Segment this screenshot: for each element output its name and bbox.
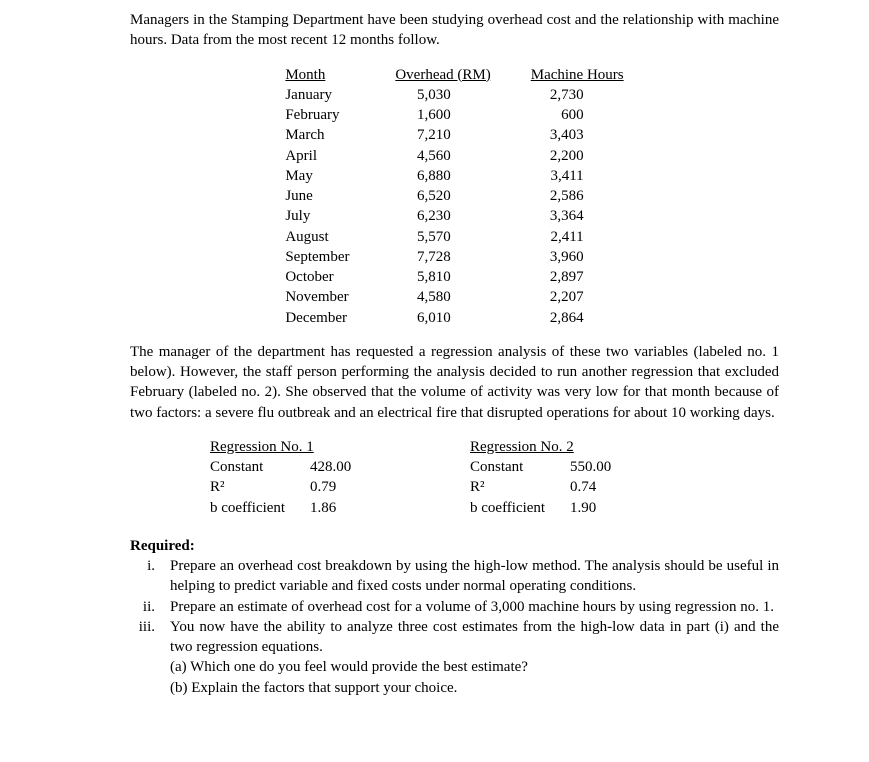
cell-month: May bbox=[265, 166, 375, 186]
cell-overhead: 5,810 bbox=[375, 267, 510, 287]
reg1-r2-value: 0.79 bbox=[310, 477, 370, 497]
reg1-b-value: 1.86 bbox=[310, 498, 370, 518]
regression-1: Regression No. 1 Constant 428.00 R² 0.79… bbox=[210, 437, 410, 518]
cell-hours: 2,864 bbox=[511, 308, 644, 328]
header-month: Month bbox=[265, 65, 375, 85]
table-row: November4,5802,207 bbox=[265, 287, 643, 307]
req-ii-marker: ii. bbox=[130, 597, 170, 617]
cell-hours: 600 bbox=[511, 105, 644, 125]
cell-overhead: 6,880 bbox=[375, 166, 510, 186]
cell-hours: 2,586 bbox=[511, 186, 644, 206]
req-ii-text: Prepare an estimate of overhead cost for… bbox=[170, 597, 779, 617]
cell-overhead: 7,728 bbox=[375, 247, 510, 267]
cell-overhead: 6,010 bbox=[375, 308, 510, 328]
cell-month: April bbox=[265, 146, 375, 166]
req-iii-a: (a) Which one do you feel would provide … bbox=[170, 659, 528, 675]
cell-hours: 3,960 bbox=[511, 247, 644, 267]
reg2-title: Regression No. 2 bbox=[470, 437, 670, 457]
cell-hours: 2,897 bbox=[511, 267, 644, 287]
cell-month: October bbox=[265, 267, 375, 287]
cell-month: February bbox=[265, 105, 375, 125]
req-iii-marker: iii. bbox=[130, 617, 170, 698]
cell-hours: 2,411 bbox=[511, 227, 644, 247]
table-row: February1,600600 bbox=[265, 105, 643, 125]
req-i-text: Prepare an overhead cost breakdown by us… bbox=[170, 556, 779, 597]
req-item-ii: ii. Prepare an estimate of overhead cost… bbox=[130, 597, 779, 617]
reg1-constant-value: 428.00 bbox=[310, 457, 370, 477]
req-iii-b: (b) Explain the factors that support you… bbox=[170, 680, 457, 696]
cell-overhead: 1,600 bbox=[375, 105, 510, 125]
table-row: January5,0302,730 bbox=[265, 85, 643, 105]
regression-section: Regression No. 1 Constant 428.00 R² 0.79… bbox=[210, 437, 779, 518]
reg1-title: Regression No. 1 bbox=[210, 437, 410, 457]
table-row: July6,2303,364 bbox=[265, 206, 643, 226]
reg1-constant-label: Constant bbox=[210, 457, 310, 477]
regression-2: Regression No. 2 Constant 550.00 R² 0.74… bbox=[470, 437, 670, 518]
cell-overhead: 6,230 bbox=[375, 206, 510, 226]
cell-hours: 2,730 bbox=[511, 85, 644, 105]
cell-month: January bbox=[265, 85, 375, 105]
req-item-i: i. Prepare an overhead cost breakdown by… bbox=[130, 556, 779, 597]
cell-month: August bbox=[265, 227, 375, 247]
cell-month: June bbox=[265, 186, 375, 206]
cell-month: November bbox=[265, 287, 375, 307]
cell-month: July bbox=[265, 206, 375, 226]
explanation-paragraph: The manager of the department has reques… bbox=[130, 342, 779, 423]
table-row: May6,8803,411 bbox=[265, 166, 643, 186]
req-iii-intro: You now have the ability to analyze thre… bbox=[170, 619, 779, 655]
table-row: April4,5602,200 bbox=[265, 146, 643, 166]
header-hours: Machine Hours bbox=[511, 65, 644, 85]
cell-overhead: 6,520 bbox=[375, 186, 510, 206]
table-row: October5,8102,897 bbox=[265, 267, 643, 287]
reg2-r2-value: 0.74 bbox=[570, 477, 630, 497]
cell-overhead: 4,580 bbox=[375, 287, 510, 307]
reg2-r2-label: R² bbox=[470, 477, 570, 497]
cell-month: September bbox=[265, 247, 375, 267]
cell-overhead: 4,560 bbox=[375, 146, 510, 166]
reg2-b-value: 1.90 bbox=[570, 498, 630, 518]
reg1-r2-label: R² bbox=[210, 477, 310, 497]
table-row: September7,7283,960 bbox=[265, 247, 643, 267]
cell-overhead: 7,210 bbox=[375, 125, 510, 145]
table-row: March7,2103,403 bbox=[265, 125, 643, 145]
req-item-iii: iii. You now have the ability to analyze… bbox=[130, 617, 779, 698]
cell-overhead: 5,030 bbox=[375, 85, 510, 105]
reg2-constant-label: Constant bbox=[470, 457, 570, 477]
reg2-b-label: b coefficient bbox=[470, 498, 570, 518]
table-row: June6,5202,586 bbox=[265, 186, 643, 206]
reg2-constant-value: 550.00 bbox=[570, 457, 630, 477]
reg1-b-label: b coefficient bbox=[210, 498, 310, 518]
intro-paragraph: Managers in the Stamping Department have… bbox=[130, 10, 779, 51]
cell-hours: 3,364 bbox=[511, 206, 644, 226]
req-iii-text: You now have the ability to analyze thre… bbox=[170, 617, 779, 698]
cell-overhead: 5,570 bbox=[375, 227, 510, 247]
req-i-marker: i. bbox=[130, 556, 170, 597]
table-row: August5,5702,411 bbox=[265, 227, 643, 247]
header-overhead: Overhead (RM) bbox=[375, 65, 510, 85]
cell-hours: 3,403 bbox=[511, 125, 644, 145]
table-row: December6,0102,864 bbox=[265, 308, 643, 328]
overhead-data-table: Month Overhead (RM) Machine Hours Januar… bbox=[265, 65, 643, 328]
required-heading: Required: bbox=[130, 536, 779, 556]
cell-hours: 3,411 bbox=[511, 166, 644, 186]
cell-month: March bbox=[265, 125, 375, 145]
cell-month: December bbox=[265, 308, 375, 328]
cell-hours: 2,200 bbox=[511, 146, 644, 166]
required-list: i. Prepare an overhead cost breakdown by… bbox=[130, 556, 779, 698]
cell-hours: 2,207 bbox=[511, 287, 644, 307]
